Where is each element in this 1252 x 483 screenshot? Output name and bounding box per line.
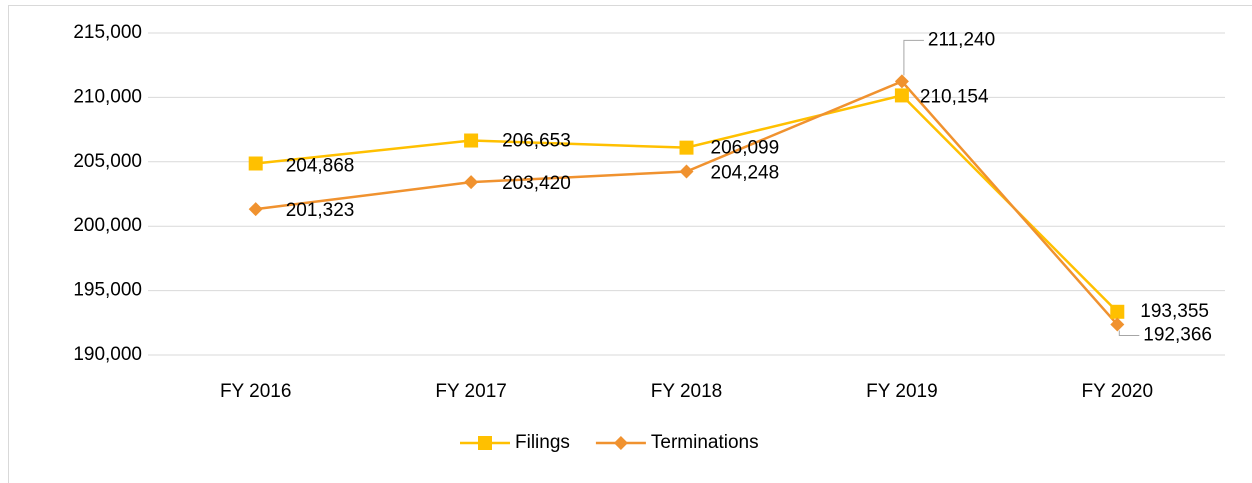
x-tick-label: FY 2019: [866, 381, 937, 402]
legend-marker: [478, 436, 492, 450]
data-label: 210,154: [920, 86, 989, 107]
y-tick-label: 210,000: [73, 86, 142, 107]
data-label: 203,420: [502, 173, 571, 194]
data-point: [679, 164, 694, 179]
legend-label: Terminations: [651, 432, 759, 453]
y-tick-label: 195,000: [73, 280, 142, 301]
series-line: [255, 94, 1119, 313]
data-point: [894, 88, 909, 103]
x-tick-label: FY 2017: [435, 381, 506, 402]
data-label: 193,355: [1140, 301, 1209, 322]
x-tick-label: FY 2016: [220, 381, 291, 402]
data-point: [1110, 304, 1125, 319]
x-tick-label: FY 2020: [1082, 381, 1153, 402]
data-label: 206,653: [502, 131, 571, 152]
y-tick-label: 215,000: [73, 22, 142, 43]
data-label: 206,099: [711, 138, 780, 159]
y-tick-label: 205,000: [73, 151, 142, 172]
series-line: [255, 79, 1119, 326]
data-point: [679, 140, 694, 155]
data-point: [894, 74, 909, 89]
data-label: 192,366: [1143, 325, 1212, 346]
x-tick-label: FY 2018: [651, 381, 722, 402]
leader-line: [1118, 330, 1140, 337]
data-point: [464, 133, 479, 148]
data-point: [248, 156, 263, 171]
leader-line: [903, 39, 924, 76]
legend-marker: [613, 436, 628, 450]
y-tick-label: 200,000: [73, 215, 142, 236]
data-label: 201,323: [286, 200, 355, 221]
data-label: 204,868: [286, 156, 355, 177]
data-point: [464, 175, 479, 190]
chart-frame: [8, 5, 1252, 483]
data-label: 204,248: [711, 163, 780, 184]
legend-label: Filings: [515, 432, 570, 453]
data-point: [248, 202, 263, 217]
data-label: 211,240: [928, 29, 995, 50]
y-tick-label: 190,000: [73, 344, 142, 365]
data-point: [1110, 317, 1125, 332]
